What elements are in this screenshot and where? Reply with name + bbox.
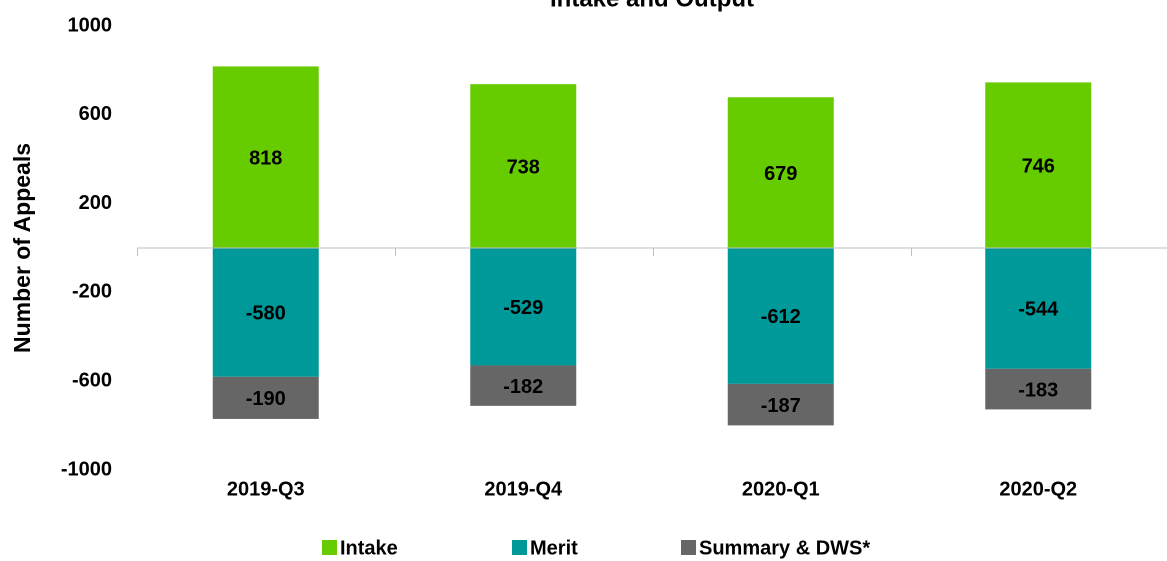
data-label: -190 — [246, 388, 286, 410]
legend-swatch — [322, 540, 337, 555]
y-tick-label: 1000 — [68, 14, 113, 36]
legend-swatch — [681, 540, 696, 555]
bar-segment — [985, 82, 1092, 248]
chart-title: Intake and Output — [550, 0, 754, 12]
y-axis-label: Number of Appeals — [9, 143, 35, 353]
data-label: 738 — [507, 156, 540, 178]
y-tick-label: -200 — [72, 281, 112, 303]
legend-label: Intake — [340, 537, 398, 559]
legend-label: Merit — [530, 537, 578, 559]
category-separators — [137, 248, 912, 256]
x-tick-label: 2020-Q2 — [999, 478, 1077, 500]
data-label: -580 — [246, 303, 286, 325]
y-tick-label: -600 — [72, 369, 112, 391]
data-label: -182 — [503, 376, 543, 398]
legend-label: Summary & DWS* — [699, 537, 870, 559]
bar-segment — [212, 376, 319, 419]
bar-segment — [727, 97, 834, 249]
legend-swatch — [512, 540, 527, 555]
data-label: -544 — [1018, 299, 1059, 321]
bar-segment — [470, 248, 577, 366]
bar-segment — [212, 66, 319, 249]
y-tick-label: 600 — [79, 103, 112, 125]
bar-segment — [985, 368, 1092, 410]
bar-segment — [470, 84, 577, 248]
data-label: 818 — [249, 147, 282, 169]
data-label: -529 — [503, 297, 543, 319]
x-tick-label: 2019-Q3 — [227, 478, 305, 500]
bar-segment — [727, 383, 834, 426]
data-label: 679 — [764, 163, 797, 185]
x-tick-label: 2020-Q1 — [742, 478, 820, 500]
data-label: -183 — [1018, 379, 1058, 401]
bar-segment — [212, 248, 319, 377]
data-label: 746 — [1022, 155, 1055, 177]
x-tick-label: 2019-Q4 — [484, 478, 563, 500]
bar-segment — [985, 248, 1092, 369]
y-tick-label: -1000 — [61, 458, 112, 480]
bar-segment — [470, 365, 577, 406]
data-label: -187 — [761, 395, 801, 417]
data-label: -612 — [761, 306, 801, 328]
y-tick-label: 200 — [79, 192, 112, 214]
bar-segment — [727, 248, 834, 384]
